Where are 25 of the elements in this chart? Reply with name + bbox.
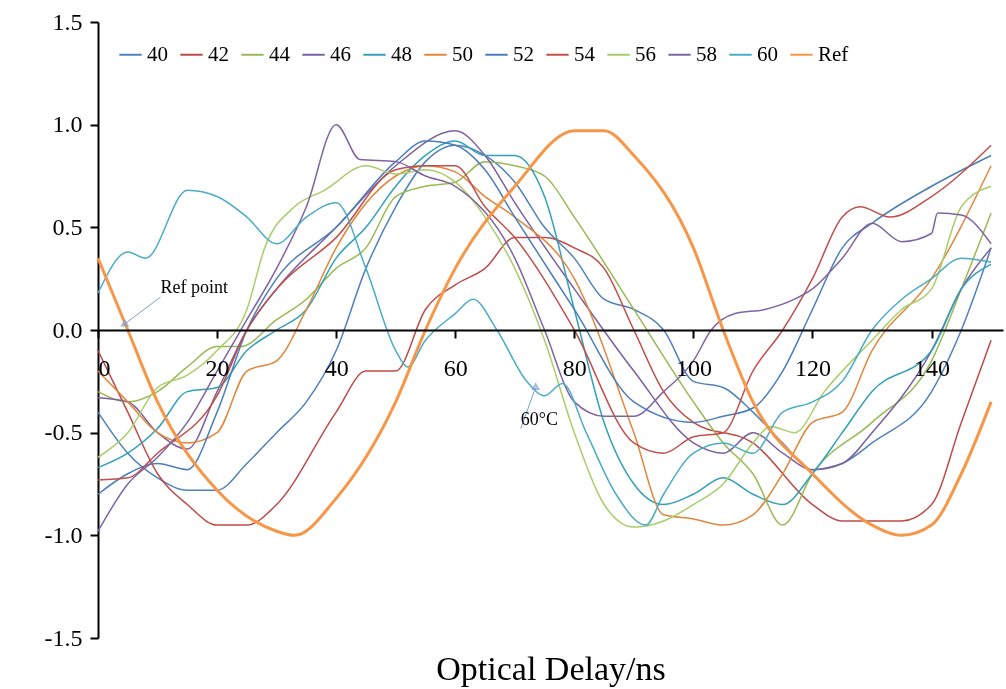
x-tick-label: 120 <box>794 354 831 381</box>
y-tick-label: 0.5 <box>52 213 83 240</box>
legend-label: 42 <box>208 41 229 66</box>
legend-label: 60 <box>757 41 778 66</box>
y-tick-label: 1.5 <box>52 8 83 35</box>
legend-label: 44 <box>269 41 291 66</box>
legend-label: Ref <box>818 41 849 66</box>
legend-label: 56 <box>635 41 656 66</box>
annotation: Ref point <box>160 277 229 298</box>
legend-label: 40 <box>147 41 168 66</box>
y-tick-label: -1.0 <box>44 521 83 548</box>
legend-label: 46 <box>330 41 351 66</box>
annotation: 60°C <box>520 408 558 429</box>
x-tick-label: 60 <box>443 354 468 381</box>
legend-label: 50 <box>452 41 473 66</box>
legend-label: 54 <box>574 41 596 66</box>
legend-label: 58 <box>696 41 717 66</box>
x-axis-title: Optical Delay/ns <box>436 649 666 687</box>
y-tick-label: 1.0 <box>52 111 83 138</box>
legend-label: 52 <box>513 41 534 66</box>
y-tick-label: 0.0 <box>52 316 83 343</box>
x-tick-label: 80 <box>562 354 587 381</box>
legend-label: 48 <box>391 41 412 66</box>
y-tick-label: -0.5 <box>44 419 83 446</box>
y-tick-label: -1.5 <box>44 624 83 651</box>
